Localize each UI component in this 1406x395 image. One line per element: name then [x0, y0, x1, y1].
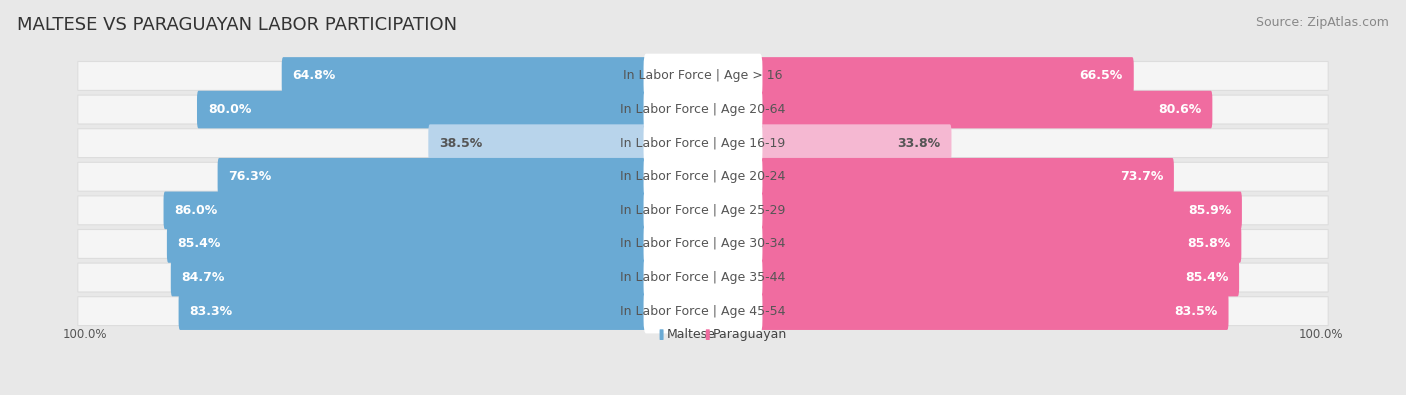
Text: 64.8%: 64.8% [292, 70, 336, 83]
Text: 80.0%: 80.0% [208, 103, 252, 116]
Text: 73.7%: 73.7% [1119, 170, 1163, 183]
Text: 76.3%: 76.3% [228, 170, 271, 183]
Text: 86.0%: 86.0% [174, 204, 218, 217]
Text: 85.8%: 85.8% [1187, 237, 1230, 250]
Text: 85.9%: 85.9% [1188, 204, 1232, 217]
FancyBboxPatch shape [429, 124, 645, 162]
FancyBboxPatch shape [761, 292, 1229, 330]
FancyBboxPatch shape [659, 329, 664, 340]
Text: 85.4%: 85.4% [177, 237, 221, 250]
FancyBboxPatch shape [761, 192, 1241, 229]
FancyBboxPatch shape [761, 158, 1174, 196]
FancyBboxPatch shape [644, 154, 762, 199]
FancyBboxPatch shape [644, 188, 762, 233]
Text: 100.0%: 100.0% [62, 328, 107, 341]
FancyBboxPatch shape [644, 222, 762, 266]
FancyBboxPatch shape [644, 255, 762, 300]
Text: 66.5%: 66.5% [1080, 70, 1123, 83]
Text: In Labor Force | Age 20-64: In Labor Force | Age 20-64 [620, 103, 786, 116]
FancyBboxPatch shape [170, 259, 645, 296]
FancyBboxPatch shape [761, 225, 1241, 263]
Text: 80.6%: 80.6% [1159, 103, 1202, 116]
Text: In Labor Force | Age 16-19: In Labor Force | Age 16-19 [620, 137, 786, 150]
Text: Maltese: Maltese [666, 328, 716, 341]
FancyBboxPatch shape [706, 329, 710, 340]
Text: In Labor Force | Age 25-29: In Labor Force | Age 25-29 [620, 204, 786, 217]
Text: 100.0%: 100.0% [1299, 328, 1344, 341]
FancyBboxPatch shape [77, 95, 1329, 124]
FancyBboxPatch shape [281, 57, 645, 95]
Text: In Labor Force | Age 30-34: In Labor Force | Age 30-34 [620, 237, 786, 250]
Text: 84.7%: 84.7% [181, 271, 225, 284]
FancyBboxPatch shape [197, 91, 645, 128]
FancyBboxPatch shape [179, 292, 645, 330]
FancyBboxPatch shape [644, 54, 762, 98]
FancyBboxPatch shape [167, 225, 645, 263]
Text: 85.4%: 85.4% [1185, 271, 1229, 284]
Text: Paraguayan: Paraguayan [713, 328, 787, 341]
FancyBboxPatch shape [77, 196, 1329, 225]
FancyBboxPatch shape [218, 158, 645, 196]
Text: Source: ZipAtlas.com: Source: ZipAtlas.com [1256, 16, 1389, 29]
FancyBboxPatch shape [77, 62, 1329, 90]
Text: 83.5%: 83.5% [1174, 305, 1218, 318]
Text: In Labor Force | Age 20-24: In Labor Force | Age 20-24 [620, 170, 786, 183]
Text: 38.5%: 38.5% [439, 137, 482, 150]
FancyBboxPatch shape [761, 57, 1133, 95]
Text: 83.3%: 83.3% [190, 305, 232, 318]
Text: In Labor Force | Age 35-44: In Labor Force | Age 35-44 [620, 271, 786, 284]
FancyBboxPatch shape [761, 124, 952, 162]
FancyBboxPatch shape [644, 121, 762, 166]
FancyBboxPatch shape [77, 162, 1329, 191]
FancyBboxPatch shape [77, 263, 1329, 292]
FancyBboxPatch shape [163, 192, 645, 229]
Text: MALTESE VS PARAGUAYAN LABOR PARTICIPATION: MALTESE VS PARAGUAYAN LABOR PARTICIPATIO… [17, 16, 457, 34]
FancyBboxPatch shape [77, 229, 1329, 258]
FancyBboxPatch shape [644, 289, 762, 333]
Text: 33.8%: 33.8% [897, 137, 941, 150]
Text: In Labor Force | Age > 16: In Labor Force | Age > 16 [623, 70, 783, 83]
FancyBboxPatch shape [77, 129, 1329, 158]
Text: In Labor Force | Age 45-54: In Labor Force | Age 45-54 [620, 305, 786, 318]
FancyBboxPatch shape [761, 91, 1212, 128]
FancyBboxPatch shape [77, 297, 1329, 325]
FancyBboxPatch shape [761, 259, 1239, 296]
FancyBboxPatch shape [644, 87, 762, 132]
